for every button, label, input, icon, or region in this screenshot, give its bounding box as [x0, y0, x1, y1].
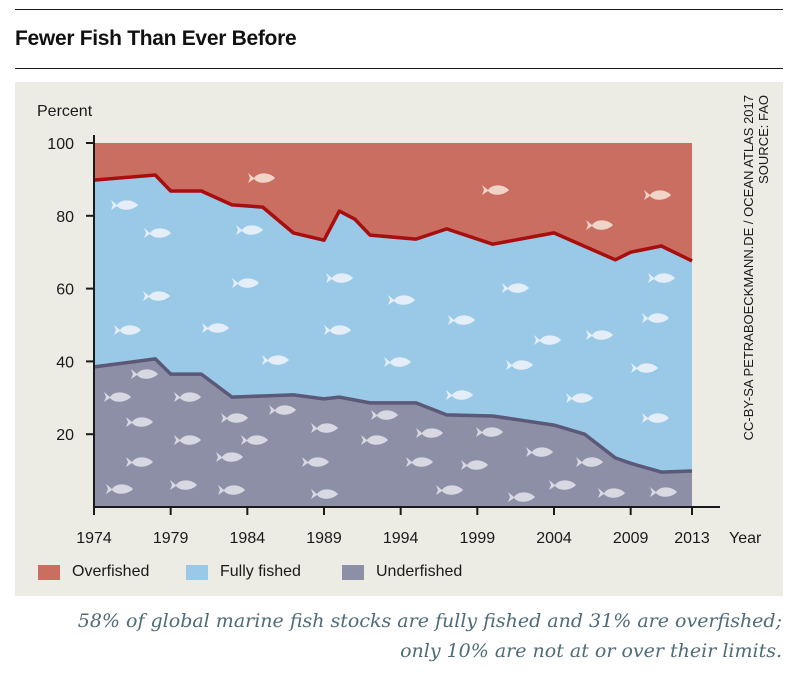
fish-icon	[644, 190, 671, 200]
fish-icon	[126, 457, 153, 467]
fish-icon	[384, 357, 411, 367]
underfished-area	[94, 358, 692, 507]
chart-title: Fewer Fish Than Ever Before	[15, 27, 297, 50]
x-axis-label: Year	[729, 530, 762, 547]
x-tick-label: 1984	[230, 530, 266, 547]
fish-icon	[221, 413, 248, 423]
caption: 58% of global marine fish stocks are ful…	[2, 606, 782, 666]
fish-icon	[111, 200, 138, 210]
fish-icon	[262, 355, 289, 365]
legend-item-fully-fished: Fully fished	[186, 563, 301, 581]
x-tick-label: 2013	[674, 530, 710, 547]
fish-icon	[104, 392, 131, 402]
fish-icon	[586, 330, 613, 340]
fish-icon	[144, 228, 171, 238]
fish-icon	[106, 484, 133, 494]
fish-icon	[461, 460, 488, 470]
fish-icon	[446, 390, 473, 400]
fish-icon	[388, 295, 415, 305]
fish-icon	[642, 313, 669, 323]
overfished-boundary-line	[93, 173, 693, 263]
fish-icon	[508, 492, 535, 502]
legend-item-overfished: Overfished	[38, 563, 149, 581]
fish-icon	[534, 335, 561, 345]
fish-icon	[631, 363, 658, 373]
legend-label: Overfished	[72, 563, 150, 580]
y-tick-label: 20	[56, 427, 74, 444]
fish-icon	[241, 435, 268, 445]
fish-icon	[202, 323, 229, 333]
x-tick-label: 2009	[613, 530, 649, 547]
y-axis-label: Percent	[37, 103, 93, 120]
fish-icon	[371, 410, 398, 420]
fish-icon	[302, 457, 329, 467]
fish-icon	[576, 457, 603, 467]
y-tick-label: 40	[56, 354, 74, 371]
fish-icon	[650, 487, 677, 497]
fish-icon	[311, 423, 338, 433]
y-tick-label: 80	[56, 209, 74, 226]
fish-icon	[406, 457, 433, 467]
x-tick-label: 1999	[460, 530, 496, 547]
fish-icon	[126, 417, 153, 427]
x-tick-label: 1989	[306, 530, 342, 547]
fish-icon	[416, 428, 443, 438]
fish-icon	[502, 283, 529, 293]
fish-icon	[114, 325, 141, 335]
fish-icon	[236, 225, 263, 235]
fish-icon	[526, 447, 553, 457]
fish-icon	[232, 278, 259, 288]
y-tick-label: 100	[47, 136, 74, 153]
fish-icon	[174, 392, 201, 402]
fish-icon	[131, 369, 158, 379]
fish-icon	[311, 489, 338, 499]
fish-icon	[586, 220, 613, 230]
fish-icon	[174, 435, 201, 445]
x-tick-label: 1979	[153, 530, 189, 547]
fully-fished-swatch	[186, 564, 208, 580]
fish-icon	[143, 291, 170, 301]
fish-icon	[482, 185, 509, 195]
title-rule	[15, 68, 783, 69]
source-line: SOURCE: FAO	[756, 95, 771, 184]
fish-icon	[216, 452, 243, 462]
fish-icon	[324, 325, 351, 335]
fish-icon	[476, 427, 503, 437]
credit-line-1: CC-BY-SA PETRABOECKMANN.DE / OCEAN ATLAS…	[741, 95, 756, 441]
legend-label: Underfished	[376, 563, 463, 580]
fish-icon	[642, 413, 669, 423]
fish-icon	[326, 273, 353, 283]
top-rule	[15, 9, 783, 10]
fish-icon	[170, 480, 197, 490]
fish-icon	[648, 273, 675, 283]
underfished-swatch	[342, 564, 364, 580]
fish-icon	[549, 480, 576, 490]
y-tick-label: 60	[56, 282, 74, 299]
x-tick-label: 2004	[536, 530, 572, 547]
x-tick-label: 1994	[383, 530, 419, 547]
x-tick-label: 1974	[76, 530, 112, 547]
fish-icon	[269, 405, 296, 415]
fish-icon	[598, 488, 625, 498]
overfished-swatch	[38, 564, 60, 580]
caption-line-2: only 10% are not at or over their limits…	[400, 640, 782, 662]
underfished-boundary-line	[93, 357, 693, 474]
fish-icon	[218, 485, 245, 495]
fish-icon	[436, 485, 463, 495]
fish-icon	[448, 315, 475, 325]
fish-icon	[566, 393, 593, 403]
fish-icon	[248, 173, 275, 183]
legend-label: Fully fished	[220, 563, 301, 580]
caption-line-1: 58% of global marine fish stocks are ful…	[77, 610, 782, 632]
fish-icon	[361, 435, 388, 445]
legend-item-underfished: Underfished	[342, 563, 462, 581]
fish-icon	[506, 360, 533, 370]
